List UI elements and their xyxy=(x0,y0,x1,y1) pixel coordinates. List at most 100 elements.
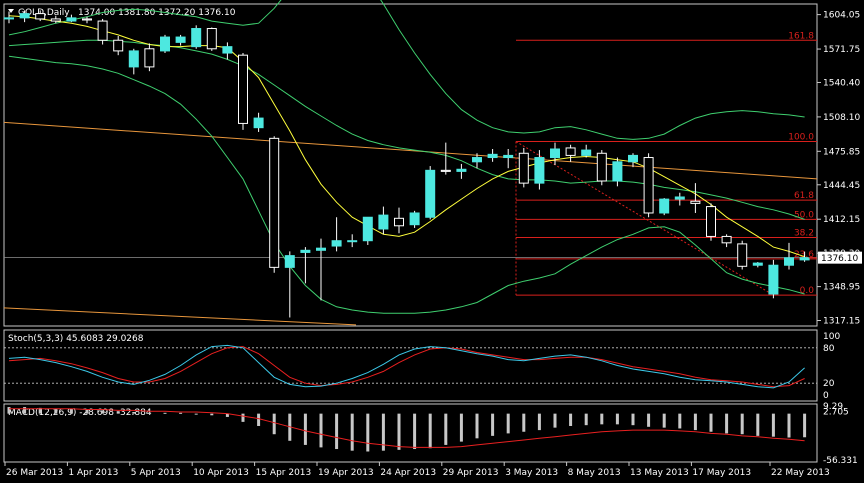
candle-body-bear xyxy=(737,243,748,267)
candle xyxy=(362,216,373,245)
macd-bar xyxy=(7,407,11,414)
bollinger-middle-line xyxy=(8,39,805,220)
price-tick-label: 1540.40 xyxy=(823,78,860,88)
candle-body-bull xyxy=(581,149,592,156)
candle xyxy=(565,144,576,162)
candle xyxy=(35,10,46,22)
price-axis: 1604.05 1571.75 1540.40 1508.10 1475.85 1444.… xyxy=(817,11,862,327)
date-label: 1 Apr 2013 xyxy=(68,468,118,478)
candle-body-bull xyxy=(66,17,77,22)
candle-body-bull xyxy=(253,117,264,129)
candle xyxy=(128,48,139,75)
date-label: 26 Mar 2013 xyxy=(6,468,63,478)
stochastic-panel[interactable]: Stoch(5,3,3) 45.6083 29.0268 100 80 20 0 xyxy=(4,332,840,401)
candle-body-bull xyxy=(550,148,560,159)
moving-average-line xyxy=(8,15,805,258)
macd-bar xyxy=(475,413,479,439)
candle-body-bull xyxy=(628,154,638,163)
current-price-label: 1376.10 xyxy=(821,254,858,264)
fib-label: 50.0 xyxy=(794,210,814,220)
macd-bar xyxy=(303,413,307,445)
candle-body-bull xyxy=(191,28,202,48)
price-tick-label: 1571.75 xyxy=(823,45,860,55)
macd-bar xyxy=(771,413,775,437)
candle-body-bear xyxy=(596,152,607,182)
candle-body-bear xyxy=(269,137,280,268)
candle-body-bull xyxy=(331,240,342,247)
ohlc-values: 1374.00 1381.80 1372.20 1376.10 xyxy=(78,8,236,18)
candle-body-bull xyxy=(160,36,170,52)
macd-bar xyxy=(506,413,510,434)
macd-bar xyxy=(210,413,214,416)
candle-body-bull xyxy=(222,46,233,54)
macd-tick-label: 9.29 xyxy=(823,402,843,412)
candle xyxy=(518,147,529,188)
candle xyxy=(752,262,763,268)
macd-bar xyxy=(725,413,729,434)
macd-bar xyxy=(678,413,682,429)
fib-diagonal xyxy=(515,141,774,296)
candle-body-bear xyxy=(238,54,248,124)
candle xyxy=(706,203,716,241)
macd-bar xyxy=(615,413,619,425)
macd-bar xyxy=(444,413,448,445)
candle-body-bull xyxy=(316,247,326,251)
candle xyxy=(721,234,732,248)
candle-body-bear xyxy=(440,169,451,172)
stoch-main-line xyxy=(8,344,805,389)
current-price-badge xyxy=(818,251,862,264)
macd-bar xyxy=(272,413,276,435)
macd-bar xyxy=(803,413,807,438)
macd-label: MACD(12,26,9) -28.698 -32.884 xyxy=(8,408,152,418)
candle xyxy=(191,25,202,49)
candle-body-bull xyxy=(300,249,311,253)
dropdown-triangle-icon[interactable] xyxy=(8,9,14,13)
stoch-tick-label: 100 xyxy=(823,332,840,342)
candle xyxy=(425,166,436,220)
price-tick-label: 1317.15 xyxy=(823,317,860,327)
candle xyxy=(503,149,514,169)
candle-body-bull xyxy=(674,196,685,200)
candle-body-bull xyxy=(378,214,389,230)
candle xyxy=(690,183,701,213)
candle-body-bull xyxy=(503,154,514,159)
candle xyxy=(144,43,155,72)
candle-body-bear xyxy=(35,13,46,20)
candle xyxy=(331,217,342,252)
symbol-label: GOLD,Daily xyxy=(18,8,70,18)
candle xyxy=(784,242,794,270)
macd-bar xyxy=(194,413,198,415)
macd-bar xyxy=(491,413,495,436)
candle-body-bear xyxy=(706,206,716,237)
macd-bar xyxy=(179,412,183,414)
macd-bar xyxy=(647,413,651,427)
candle xyxy=(347,234,358,248)
candle xyxy=(550,142,560,165)
candle xyxy=(487,149,498,162)
candle-body-bear xyxy=(113,39,124,52)
candle-body-bear xyxy=(50,18,61,22)
date-label: 19 Apr 2013 xyxy=(318,468,374,478)
macd-bar xyxy=(428,413,432,449)
candle-body-bear xyxy=(394,217,404,227)
candle-body-bear xyxy=(565,147,576,156)
macd-bar xyxy=(662,413,666,428)
macd-bar xyxy=(116,411,120,414)
stoch-signal-line xyxy=(8,346,805,388)
candle-body-bull xyxy=(284,255,295,268)
chart-header: GOLD,Daily 1374.00 1381.80 1372.20 1376.… xyxy=(8,8,236,18)
candle xyxy=(768,259,779,299)
candle-body-bull xyxy=(19,13,30,19)
candle xyxy=(160,34,170,54)
candle xyxy=(799,251,810,262)
macd-bar xyxy=(241,413,245,422)
candle-body-bull xyxy=(456,168,467,172)
macd-panel[interactable]: MACD(12,26,9) -28.698 -32.884 9.292.705 -… xyxy=(7,402,858,466)
macd-bar xyxy=(366,413,370,452)
candle xyxy=(206,27,217,51)
candle xyxy=(659,198,670,216)
stoch-label: Stoch(5,3,3) 45.6083 29.0268 xyxy=(8,334,144,344)
candle-body-bear xyxy=(643,157,654,214)
